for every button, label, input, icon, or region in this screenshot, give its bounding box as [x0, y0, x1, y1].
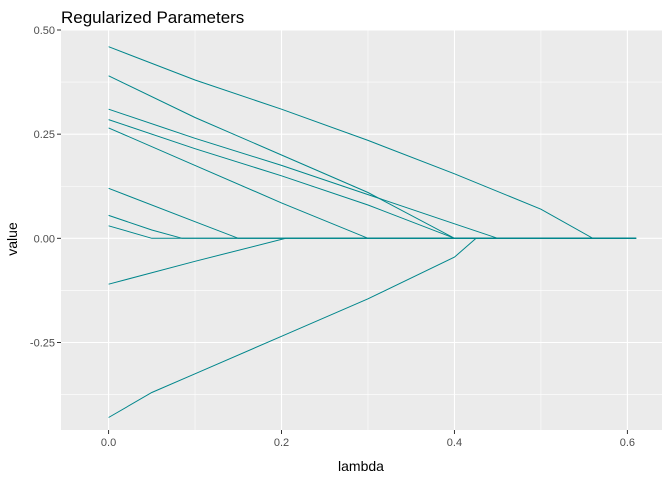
x-tick-label: 0.6: [620, 437, 635, 449]
series-line-9: [108, 237, 637, 285]
series-line-10: [108, 237, 637, 418]
y-tick-label: -0.25: [30, 338, 55, 350]
y-tick-label: 0.50: [34, 25, 55, 37]
x-tick-label: 0.2: [274, 437, 289, 449]
x-axis: 0.0 0.2 0.4 0.6: [101, 430, 635, 449]
y-axis-title: value: [4, 222, 20, 256]
y-tick-label: 0.00: [34, 233, 55, 245]
y-tick-label: 0.25: [34, 129, 55, 141]
y-axis: -0.25 0.00 0.25 0.50: [30, 25, 61, 350]
chart-title: Regularized Parameters: [61, 8, 244, 27]
x-axis-title: lambda: [338, 458, 384, 474]
plot-panel: [61, 30, 662, 430]
x-tick-label: 0.4: [447, 437, 462, 449]
grid-lines: [61, 29, 662, 430]
series-line-1: [108, 46, 637, 239]
series-group: [108, 46, 637, 418]
x-tick-label: 0.0: [101, 437, 116, 449]
